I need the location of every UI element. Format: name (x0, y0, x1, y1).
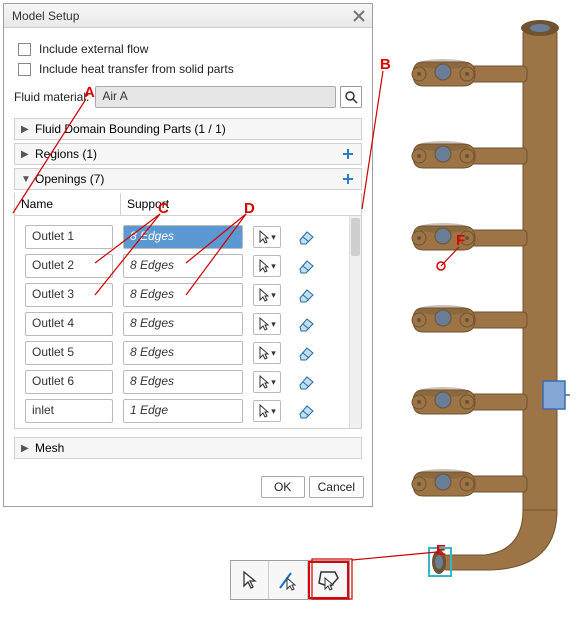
section-openings[interactable]: ▼ Openings (7) (14, 168, 362, 190)
checkbox-icon[interactable] (18, 63, 31, 76)
fluid-material-input[interactable]: Air A (95, 86, 336, 108)
section-label: Fluid Domain Bounding Parts (1 / 1) (35, 122, 226, 136)
openings-table-header: Name Support (14, 193, 362, 216)
opening-name-input[interactable]: inlet (25, 399, 113, 423)
checkbox-heat-transfer[interactable]: Include heat transfer from solid parts (18, 62, 362, 76)
annotation-F: F (456, 232, 465, 249)
clear-button[interactable] (295, 255, 317, 277)
table-row: Outlet 5 8 Edges ▾ (25, 341, 345, 365)
model-preview[interactable] (395, 10, 570, 585)
annotation-B: B (380, 56, 391, 73)
chevron-right-icon: ▶ (21, 149, 31, 160)
table-row: Outlet 1 8 Edges ▾ (25, 225, 345, 249)
table-row: inlet 1 Edge ▾ (25, 399, 345, 423)
cancel-button[interactable]: Cancel (309, 476, 364, 498)
ok-button[interactable]: OK (261, 476, 305, 498)
section-mesh[interactable]: ▶ Mesh (14, 437, 362, 459)
table-row: Outlet 4 8 Edges ▾ (25, 312, 345, 336)
arrow-tool-button[interactable] (231, 561, 269, 599)
vertical-scrollbar[interactable] (349, 216, 361, 428)
fluid-material-row: Fluid material: Air A (14, 86, 362, 108)
openings-scroll: Outlet 18 Edges▾Outlet 28 Edges▾Outlet 3… (14, 216, 362, 429)
opening-support-cell[interactable]: 8 Edges (123, 370, 243, 394)
opening-name-input[interactable]: Outlet 6 (25, 370, 113, 394)
annotation-D: D (244, 200, 255, 217)
opening-name-input[interactable]: Outlet 4 (25, 312, 113, 336)
panel-body: Include external flow Include heat trans… (4, 28, 372, 468)
opening-support-cell[interactable]: 8 Edges (123, 254, 243, 278)
plus-icon[interactable] (341, 172, 355, 186)
opening-name-input[interactable]: Outlet 1 (25, 225, 113, 249)
clear-button[interactable] (295, 226, 317, 248)
edge-pick-tool-button[interactable] (269, 561, 307, 599)
checkbox-label: Include heat transfer from solid parts (39, 62, 234, 76)
close-icon[interactable] (350, 7, 368, 25)
scroll-thumb[interactable] (351, 218, 360, 256)
loop-pick-tool-button[interactable] (308, 561, 349, 599)
picker-button[interactable]: ▾ (253, 400, 281, 422)
annotation-E: E (436, 542, 446, 559)
annotation-C: C (158, 200, 169, 217)
opening-support-cell[interactable]: 8 Edges (123, 283, 243, 307)
checkbox-icon[interactable] (18, 43, 31, 56)
annotation-A: A (84, 84, 95, 101)
opening-support-cell[interactable]: 1 Edge (123, 399, 243, 423)
selection-toolbar (230, 560, 350, 600)
button-row: OK Cancel (4, 468, 372, 506)
opening-support-cell[interactable]: 8 Edges (123, 225, 243, 249)
opening-support-cell[interactable]: 8 Edges (123, 341, 243, 365)
picker-button[interactable]: ▾ (253, 284, 281, 306)
section-label: Openings (7) (35, 172, 104, 186)
clear-button[interactable] (295, 313, 317, 335)
titlebar: Model Setup (4, 4, 372, 28)
picker-button[interactable]: ▾ (253, 255, 281, 277)
clear-button[interactable] (295, 342, 317, 364)
opening-name-input[interactable]: Outlet 2 (25, 254, 113, 278)
fluid-material-label: Fluid material: (14, 90, 89, 104)
checkbox-label: Include external flow (39, 42, 148, 56)
table-row: Outlet 2 8 Edges ▾ (25, 254, 345, 278)
picker-button[interactable]: ▾ (253, 226, 281, 248)
search-icon[interactable] (340, 86, 362, 108)
picker-button[interactable]: ▾ (253, 371, 281, 393)
section-label: Mesh (35, 441, 64, 455)
table-row: Outlet 3 8 Edges ▾ (25, 283, 345, 307)
clear-button[interactable] (295, 371, 317, 393)
section-fluid-domain[interactable]: ▶ Fluid Domain Bounding Parts (1 / 1) (14, 118, 362, 140)
table-row: Outlet 6 8 Edges ▾ (25, 370, 345, 394)
col-support: Support (121, 193, 281, 215)
plus-icon[interactable] (341, 147, 355, 161)
clear-button[interactable] (295, 284, 317, 306)
picker-button[interactable]: ▾ (253, 342, 281, 364)
chevron-right-icon: ▶ (21, 124, 31, 135)
section-label: Regions (1) (35, 147, 97, 161)
opening-name-input[interactable]: Outlet 3 (25, 283, 113, 307)
chevron-down-icon: ▼ (21, 174, 31, 185)
picker-button[interactable]: ▾ (253, 313, 281, 335)
col-name: Name (15, 193, 121, 215)
opening-support-cell[interactable]: 8 Edges (123, 312, 243, 336)
clear-button[interactable] (295, 400, 317, 422)
panel-title: Model Setup (8, 9, 79, 23)
model-setup-panel: Model Setup Include external flow Includ… (3, 3, 373, 507)
chevron-right-icon: ▶ (21, 443, 31, 454)
section-regions[interactable]: ▶ Regions (1) (14, 143, 362, 165)
checkbox-external-flow[interactable]: Include external flow (18, 42, 362, 56)
opening-name-input[interactable]: Outlet 5 (25, 341, 113, 365)
